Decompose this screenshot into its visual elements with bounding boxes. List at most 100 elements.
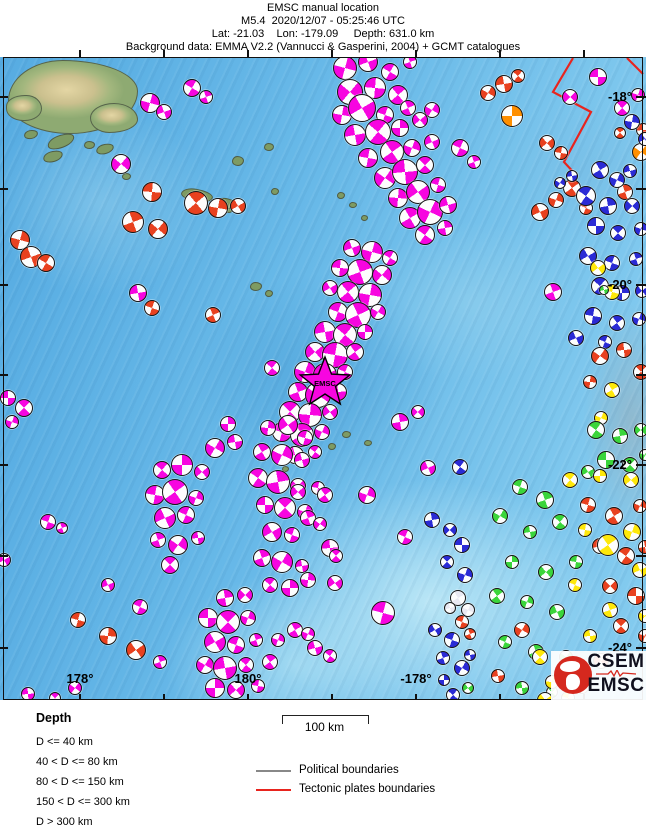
- focal-mechanism-symbol[interactable]: [271, 633, 285, 647]
- focal-mechanism-symbol[interactable]: [205, 678, 225, 698]
- focal-mechanism-symbol[interactable]: [428, 623, 442, 637]
- csem-emsc-logo[interactable]: CSEM EMSC: [551, 651, 646, 700]
- focal-mechanism-symbol[interactable]: [438, 674, 450, 686]
- focal-mechanism-symbol[interactable]: [597, 534, 619, 556]
- focal-mechanism-symbol[interactable]: [0, 390, 16, 406]
- focal-mechanism-symbol[interactable]: [576, 186, 596, 206]
- focal-mechanism-symbol[interactable]: [614, 127, 626, 139]
- focal-mechanism-symbol[interactable]: [323, 649, 337, 663]
- focal-mechanism-symbol[interactable]: [21, 687, 35, 700]
- focal-mechanism-symbol[interactable]: [322, 280, 338, 296]
- focal-mechanism-symbol[interactable]: [154, 507, 176, 529]
- focal-mechanism-symbol[interactable]: [464, 649, 476, 661]
- focal-mechanism-symbol[interactable]: [295, 559, 309, 573]
- focal-mechanism-symbol[interactable]: [208, 198, 228, 218]
- focal-mechanism-symbol[interactable]: [271, 444, 293, 466]
- focal-mechanism-symbol[interactable]: [627, 587, 645, 605]
- focal-mechanism-symbol[interactable]: [313, 517, 327, 531]
- focal-mechanism-symbol[interactable]: [300, 572, 316, 588]
- focal-mechanism-symbol[interactable]: [424, 512, 440, 528]
- focal-mechanism-symbol[interactable]: [204, 631, 226, 653]
- focal-mechanism-symbol[interactable]: [314, 424, 330, 440]
- focal-mechanism-symbol[interactable]: [616, 342, 632, 358]
- focal-mechanism-symbol[interactable]: [122, 211, 144, 233]
- focal-mechanism-symbol[interactable]: [101, 578, 115, 592]
- focal-mechanism-symbol[interactable]: [583, 375, 597, 389]
- focal-mechanism-symbol[interactable]: [10, 230, 30, 250]
- focal-mechanism-symbol[interactable]: [227, 636, 245, 654]
- focal-mechanism-symbol[interactable]: [397, 529, 413, 545]
- focal-mechanism-symbol[interactable]: [403, 57, 417, 69]
- focal-mechanism-symbol[interactable]: [260, 420, 276, 436]
- focal-mechanism-symbol[interactable]: [364, 77, 386, 99]
- focal-mechanism-symbol[interactable]: [412, 112, 428, 128]
- focal-mechanism-symbol[interactable]: [40, 514, 56, 530]
- focal-mechanism-symbol[interactable]: [382, 250, 398, 266]
- focal-mechanism-symbol[interactable]: [56, 522, 68, 534]
- focal-mechanism-symbol[interactable]: [238, 657, 254, 673]
- focal-mechanism-symbol[interactable]: [523, 525, 537, 539]
- focal-mechanism-symbol[interactable]: [539, 135, 555, 151]
- focal-mechanism-symbol[interactable]: [391, 119, 409, 137]
- focal-mechanism-symbol[interactable]: [634, 222, 646, 236]
- focal-mechanism-symbol[interactable]: [480, 85, 496, 101]
- focal-mechanism-symbol[interactable]: [492, 508, 508, 524]
- focal-mechanism-symbol[interactable]: [580, 497, 596, 513]
- focal-mechanism-symbol[interactable]: [144, 300, 160, 316]
- focal-mechanism-symbol[interactable]: [583, 629, 597, 643]
- focal-mechanism-symbol[interactable]: [0, 553, 11, 567]
- focal-mechanism-symbol[interactable]: [129, 284, 147, 302]
- focal-mechanism-symbol[interactable]: [290, 484, 306, 500]
- focal-mechanism-symbol[interactable]: [446, 688, 460, 700]
- focal-mechanism-symbol[interactable]: [153, 655, 167, 669]
- focal-mechanism-symbol[interactable]: [455, 615, 469, 629]
- focal-mechanism-symbol[interactable]: [237, 587, 253, 603]
- focal-mechanism-symbol[interactable]: [266, 470, 290, 494]
- focal-mechanism-symbol[interactable]: [262, 522, 282, 542]
- focal-mechanism-symbol[interactable]: [609, 172, 625, 188]
- focal-mechanism-symbol[interactable]: [457, 567, 473, 583]
- focal-mechanism-symbol[interactable]: [327, 575, 343, 591]
- focal-mechanism-symbol[interactable]: [614, 100, 630, 116]
- focal-mechanism-symbol[interactable]: [609, 315, 625, 331]
- focal-mechanism-symbol[interactable]: [329, 549, 343, 563]
- focal-mechanism-symbol[interactable]: [566, 170, 578, 182]
- focal-mechanism-symbol[interactable]: [617, 184, 633, 200]
- focal-mechanism-symbol[interactable]: [454, 537, 470, 553]
- focal-mechanism-symbol[interactable]: [184, 191, 208, 215]
- focal-mechanism-symbol[interactable]: [168, 535, 188, 555]
- focal-mechanism-symbol[interactable]: [171, 454, 193, 476]
- focal-mechanism-symbol[interactable]: [230, 198, 246, 214]
- focal-mechanism-symbol[interactable]: [111, 154, 131, 174]
- focal-mechanism-symbol[interactable]: [464, 628, 476, 640]
- focal-mechanism-symbol[interactable]: [562, 89, 578, 105]
- focal-mechanism-symbol[interactable]: [240, 610, 256, 626]
- focal-mechanism-symbol[interactable]: [156, 104, 172, 120]
- focal-mechanism-symbol[interactable]: [372, 265, 392, 285]
- focal-mechanism-symbol[interactable]: [70, 612, 86, 628]
- focal-mechanism-symbol[interactable]: [262, 654, 278, 670]
- focal-mechanism-symbol[interactable]: [371, 601, 395, 625]
- focal-mechanism-symbol[interactable]: [602, 602, 618, 618]
- focal-mechanism-symbol[interactable]: [593, 469, 607, 483]
- focal-mechanism-symbol[interactable]: [99, 627, 117, 645]
- map-canvas[interactable]: EMSC: [0, 57, 646, 700]
- focal-mechanism-symbol[interactable]: [591, 347, 609, 365]
- focal-mechanism-symbol[interactable]: [346, 343, 364, 361]
- focal-mechanism-symbol[interactable]: [411, 405, 425, 419]
- focal-mechanism-symbol[interactable]: [617, 547, 635, 565]
- focal-mechanism-symbol[interactable]: [213, 656, 237, 680]
- focal-mechanism-symbol[interactable]: [400, 100, 416, 116]
- focal-mechanism-symbol[interactable]: [68, 681, 82, 695]
- focal-mechanism-symbol[interactable]: [361, 241, 383, 263]
- focal-mechanism-symbol[interactable]: [15, 399, 33, 417]
- epicenter-star-icon[interactable]: [298, 355, 352, 406]
- focal-mechanism-symbol[interactable]: [343, 239, 361, 257]
- focal-mechanism-symbol[interactable]: [271, 551, 293, 573]
- focal-mechanism-symbol[interactable]: [549, 604, 565, 620]
- focal-mechanism-symbol[interactable]: [308, 445, 322, 459]
- focal-mechanism-symbol[interactable]: [591, 161, 609, 179]
- focal-mechanism-symbol[interactable]: [437, 220, 453, 236]
- focal-mechanism-symbol[interactable]: [440, 555, 454, 569]
- focal-mechanism-symbol[interactable]: [623, 523, 641, 541]
